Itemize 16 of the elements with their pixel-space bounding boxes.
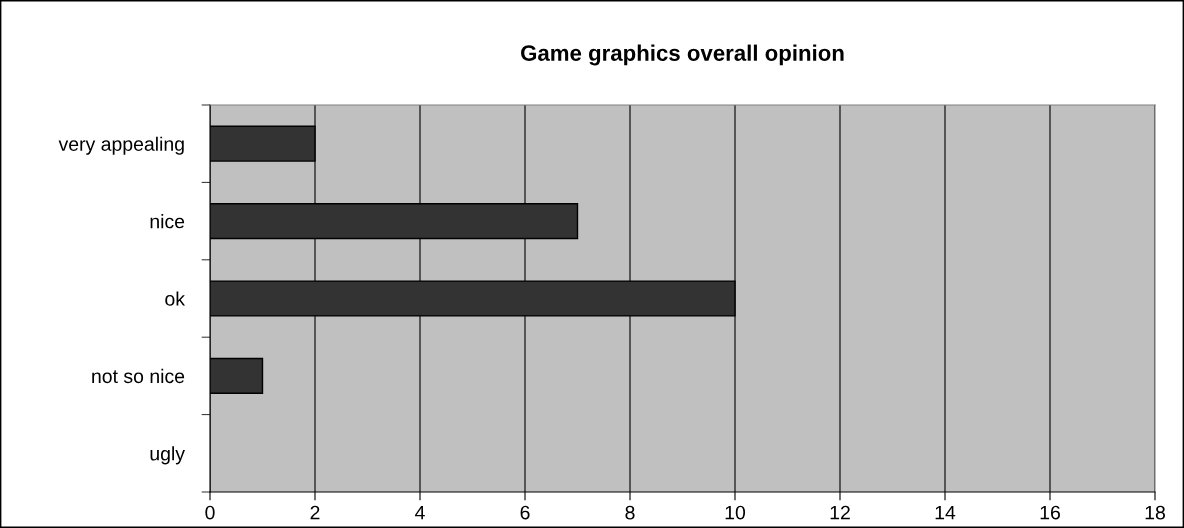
y-tick-label: ok (165, 291, 186, 306)
y-tick-label: nice (150, 214, 185, 229)
x-tick-label: 0 (205, 505, 215, 520)
chart-title: Game graphics overall opinion (521, 44, 844, 66)
x-tick-label: 12 (830, 505, 850, 520)
x-tick-label: 14 (935, 505, 956, 520)
x-tick-label: 6 (520, 505, 530, 520)
x-tick-label: 2 (310, 505, 320, 520)
x-tick-label: 8 (625, 505, 635, 520)
y-tick-label: ugly (150, 446, 185, 465)
x-tick-label: 16 (1040, 505, 1060, 520)
y-tick-label: not so nice (92, 368, 185, 384)
x-tick-label: 10 (725, 505, 746, 520)
x-tick-label: 4 (415, 505, 425, 520)
y-tick-label: very appealing (58, 136, 184, 155)
x-tick-label: 18 (1145, 505, 1165, 520)
